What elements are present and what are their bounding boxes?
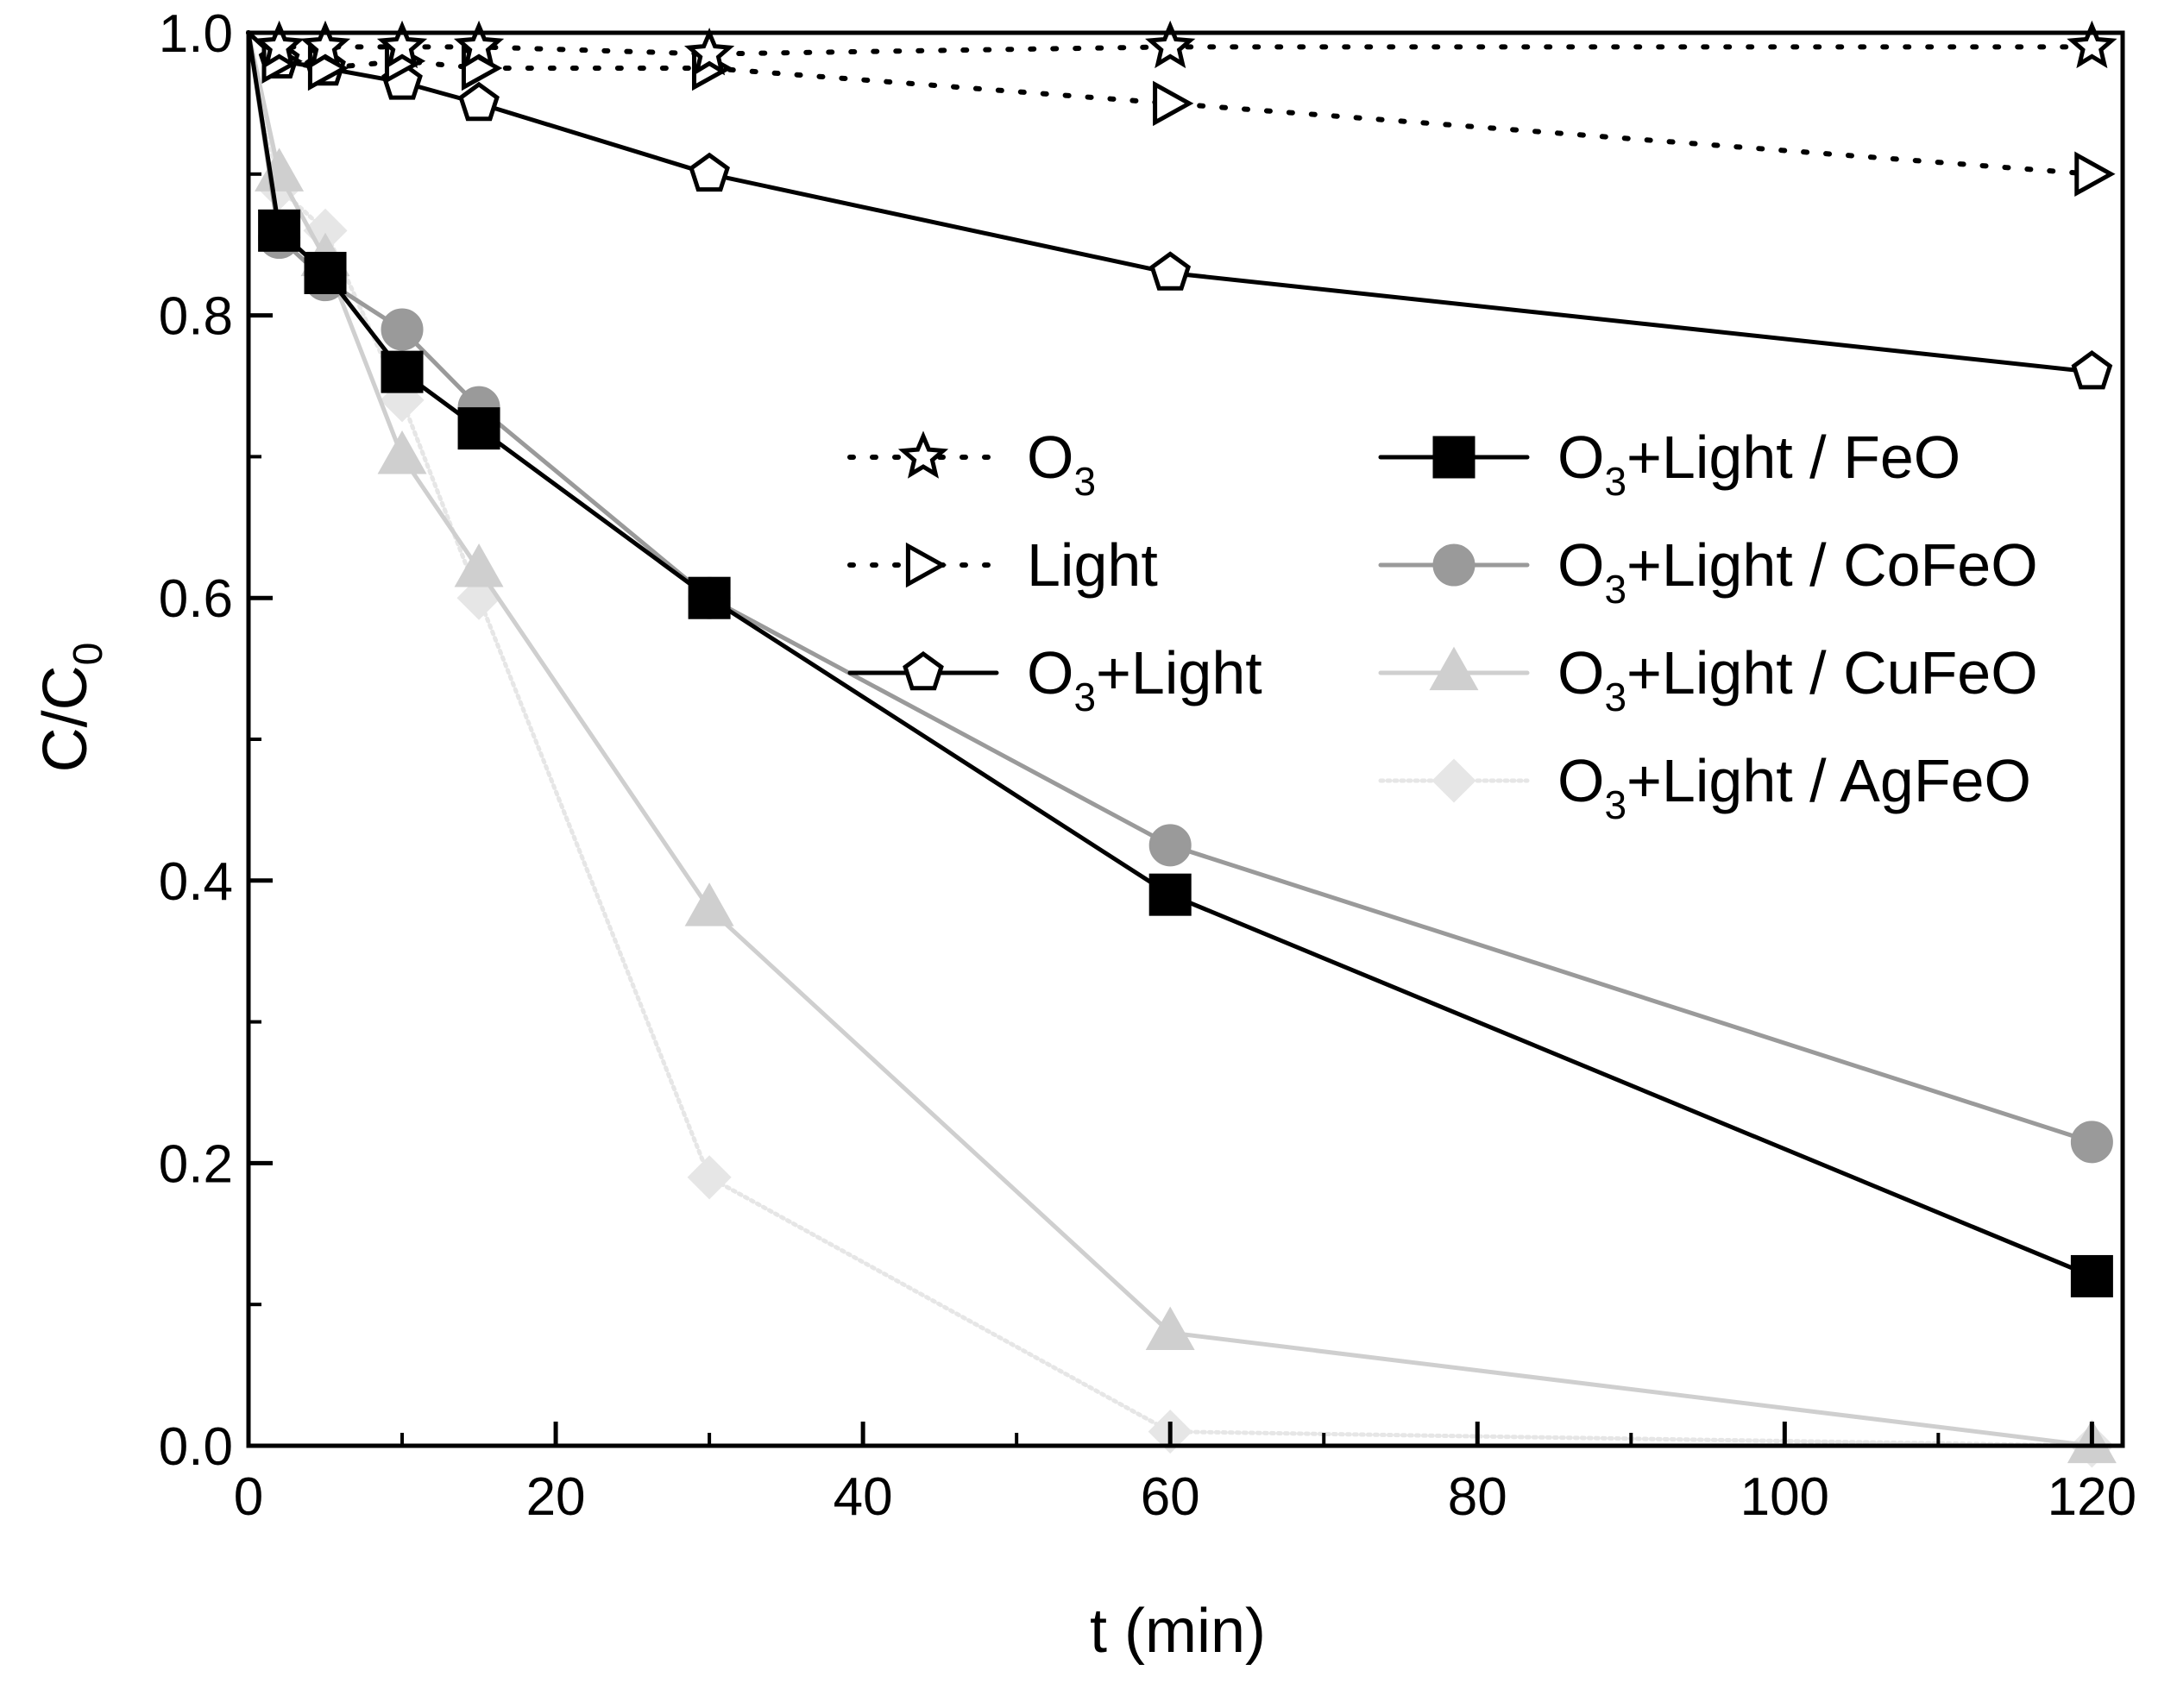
legend-label-o3-light-cofeo: O3+Light / CoFeO (1557, 531, 2038, 612)
legend-label-light: Light (1027, 531, 1158, 599)
legend-item-o3-light-agfeo: O3+Light / AgFeO (1378, 747, 2031, 827)
series-o3-light (246, 30, 2113, 390)
legend-marker-light (905, 542, 947, 588)
y-tick-label-1: 0.2 (159, 1134, 233, 1194)
x-tick-label-0: 0 (234, 1467, 263, 1527)
y-tick-label-5: 1.0 (159, 4, 233, 64)
point-o3-light-30 (689, 152, 730, 192)
point-o3-light-cufeo-60 (1145, 1306, 1195, 1351)
legend-marker-o3-light (903, 650, 944, 691)
legend: O3 Light O3+Light O3+Light / FeO O3+Light / … (847, 424, 2038, 827)
point-o3-light-feo-30 (688, 576, 731, 619)
legend-label-o3-light-feo: O3+Light / FeO (1557, 424, 1960, 504)
point-o3-light-cufeo-10 (377, 430, 427, 474)
y-axis-title-sub: 0 (66, 643, 111, 666)
series-o3 (246, 20, 2117, 76)
point-o3-light-cufeo-30 (684, 882, 734, 926)
legend-marker-o3 (897, 430, 949, 479)
y-tick-label-2: 0.4 (159, 852, 233, 912)
y-tick-label-3: 0.6 (159, 569, 233, 629)
point-o3-light-feo-10 (381, 350, 424, 393)
point-o3-10 (376, 20, 428, 69)
x-axis-title: t (min) (1090, 1597, 1266, 1666)
point-o3-light-feo-120 (2070, 1254, 2113, 1297)
point-o3-15 (453, 20, 505, 69)
point-o3-120 (2067, 20, 2117, 69)
x-tick-label-80: 80 (1448, 1467, 1507, 1527)
y-tick-label-0: 0.0 (159, 1417, 233, 1477)
legend-label-o3-light-cufeo: O3+Light / CuFeO (1557, 639, 2038, 719)
legend-marker-o3-light-cufeo (1429, 646, 1479, 691)
x-tick-label-40: 40 (834, 1467, 893, 1527)
point-light-60 (1153, 80, 1194, 127)
legend-item-o3-light: O3+Light (847, 639, 1262, 719)
point-o3-light-cofeo-120 (2070, 1121, 2113, 1164)
legend-item-o3-light-cufeo: O3+Light / CuFeO (1378, 639, 2038, 719)
point-o3-light-cofeo-60 (1148, 824, 1192, 867)
point-o3-light-60 (1149, 251, 1192, 291)
legend-item-light: Light (847, 531, 1158, 599)
point-o3-light-cofeo-10 (381, 308, 424, 351)
line-o3-light (246, 30, 2094, 374)
series-layer (246, 20, 2117, 1468)
point-o3-light-agfeo-30 (687, 1155, 732, 1200)
legend-label-o3-light: O3+Light (1027, 639, 1262, 719)
y-axis-title-main: C/C (31, 665, 100, 772)
point-o3-light-15 (458, 81, 500, 122)
point-o3-60 (1145, 20, 1196, 69)
legend-marker-o3-light-agfeo (1431, 758, 1476, 803)
legend-item-o3-light-feo: O3+Light / FeO (1378, 424, 1960, 504)
point-light-120 (2074, 151, 2116, 198)
line-o3-light-cufeo (246, 30, 2094, 1448)
y-tick-label-4: 0.8 (159, 287, 233, 347)
point-o3-light-feo-5 (304, 251, 347, 294)
legend-label-o3-light-agfeo: O3+Light / AgFeO (1557, 747, 2031, 827)
axes-layer: 0 20 40 60 80 100 120 0.0 0.2 0.4 0.6 0.8 1.0 (159, 4, 2136, 1527)
point-o3-light-feo-2 (258, 209, 301, 252)
legend-marker-o3-light-feo (1432, 436, 1475, 479)
legend-item-o3-light-cofeo: O3+Light / CoFeO (1378, 531, 2038, 612)
point-o3-30 (683, 27, 735, 76)
series-o3-light-feo (246, 30, 2113, 1297)
legend-marker-o3-light-cofeo (1432, 543, 1475, 587)
x-tick-label-120: 120 (2048, 1467, 2136, 1527)
point-o3-light-feo-60 (1148, 873, 1192, 916)
y-axis-title: C/C0 (31, 643, 111, 773)
x-tick-label-20: 20 (526, 1467, 586, 1527)
point-o3-light-120 (2071, 350, 2113, 390)
point-o3-5 (299, 20, 351, 69)
plot-frame (246, 30, 2125, 1448)
point-o3-2 (254, 20, 305, 69)
x-tick-label-60: 60 (1141, 1467, 1200, 1527)
point-o3-light-cufeo-15 (454, 543, 504, 587)
line-o3-light-agfeo (246, 30, 2094, 1448)
legend-label-o3: O3 (1027, 424, 1096, 504)
point-o3-light-cufeo-2 (255, 148, 305, 192)
point-o3-light-feo-15 (457, 407, 500, 450)
series-o3-light-agfeo (246, 30, 2114, 1468)
x-tick-label-100: 100 (1740, 1467, 1829, 1527)
legend-item-o3: O3 (847, 424, 1096, 504)
